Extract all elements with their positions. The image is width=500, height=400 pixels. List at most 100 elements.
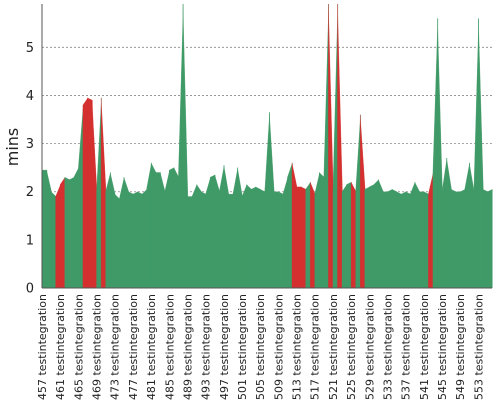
area-segment-success xyxy=(146,162,152,289)
x-tick-label: #457 testintegration xyxy=(36,294,49,400)
x-tick-label: #553 testintegration xyxy=(472,294,485,400)
area-segment-failure xyxy=(360,114,366,289)
area-segment-failure xyxy=(60,176,66,289)
area-segment-success xyxy=(228,193,234,289)
area-segment-success xyxy=(178,3,184,289)
x-tick-label: #477 testintegration xyxy=(127,294,140,400)
duration-area xyxy=(41,3,493,289)
x-tick-label: #501 testintegration xyxy=(236,294,249,400)
x-tick-label: #485 testintegration xyxy=(163,294,176,400)
area-segment-failure xyxy=(82,97,89,289)
y-tick-label: 4 xyxy=(26,89,34,104)
area-segment-success xyxy=(414,182,420,289)
area-segment-success xyxy=(155,172,161,289)
area-segment-success xyxy=(278,191,284,289)
area-segment-failure xyxy=(328,3,334,289)
area-segment-success xyxy=(123,177,129,289)
area-segment-success xyxy=(114,193,120,289)
area-segment-success xyxy=(464,162,470,289)
area-segment-success xyxy=(128,191,134,289)
area-segment-success xyxy=(110,172,116,289)
area-segment-success xyxy=(487,189,493,289)
x-tick-label: #505 testintegration xyxy=(254,294,267,400)
area-segment-success xyxy=(400,191,407,289)
area-segment-failure xyxy=(428,172,434,289)
area-segment-success xyxy=(150,162,157,289)
area-segment-success xyxy=(191,184,198,289)
area-segment-success xyxy=(237,167,243,289)
area-segment-success xyxy=(246,184,252,289)
area-segment-success xyxy=(419,191,425,289)
area-segment-success xyxy=(469,162,475,289)
area-segment-success xyxy=(187,196,193,289)
y-tick-label: 3 xyxy=(26,137,34,152)
x-tick-label: #517 testintegration xyxy=(309,294,322,400)
area-segment-success xyxy=(232,167,239,289)
x-tick-label: #465 testintegration xyxy=(72,294,85,400)
area-segment-success xyxy=(432,18,439,289)
area-segment-success xyxy=(450,189,457,289)
area-segment-success xyxy=(287,162,293,289)
area-segment-success xyxy=(355,114,361,289)
area-segment-success xyxy=(382,191,389,289)
area-segment-failure xyxy=(310,182,316,289)
y-tick-label: 0 xyxy=(26,282,34,297)
area-segment-success xyxy=(241,184,248,289)
area-segment-success xyxy=(205,177,211,289)
area-segment-success xyxy=(50,191,57,289)
area-segment-success xyxy=(473,18,479,289)
area-segment-success xyxy=(332,3,339,289)
area-segment-failure xyxy=(350,182,357,289)
area-segment-success xyxy=(323,3,329,289)
area-segment-success xyxy=(441,158,448,289)
y-tick-label: 1 xyxy=(26,233,34,248)
area-segment-success xyxy=(219,165,225,289)
area-segment-success xyxy=(64,177,70,289)
area-segment-success xyxy=(346,181,352,289)
y-axis-title: mins xyxy=(3,128,22,167)
y-tick-label: 2 xyxy=(26,185,34,200)
x-tick-label: #541 testintegration xyxy=(418,294,431,400)
area-segment-success xyxy=(446,158,452,289)
area-segment-success xyxy=(160,172,166,289)
area-segment-success xyxy=(41,169,48,289)
x-tick-label: #529 testintegration xyxy=(363,294,376,400)
area-segment-success xyxy=(378,179,384,289)
area-segment-success xyxy=(132,191,139,289)
x-tick-label: #489 testintegration xyxy=(181,294,194,400)
area-segment-failure xyxy=(100,97,107,289)
area-segment-success xyxy=(250,186,257,289)
area-segment-success xyxy=(391,189,398,289)
area-segment-success xyxy=(96,97,102,289)
area-segment-failure xyxy=(91,100,98,289)
area-segment-failure xyxy=(291,162,298,289)
area-segment-success xyxy=(173,167,179,289)
area-segment-success xyxy=(341,184,348,289)
axes xyxy=(41,4,492,289)
area-segment-success xyxy=(78,105,84,289)
area-segment-success xyxy=(196,184,202,289)
area-segment-success xyxy=(482,189,489,289)
area-segment-success xyxy=(137,191,143,289)
area-segment-success xyxy=(455,191,461,289)
area-segment-failure xyxy=(296,186,302,289)
area-segment-success xyxy=(141,188,148,289)
area-segment-failure xyxy=(87,97,93,289)
area-segment-success xyxy=(282,177,289,289)
area-segment-success xyxy=(214,174,220,289)
area-segment-success xyxy=(319,172,325,289)
x-tick-label: #513 testintegration xyxy=(291,294,304,400)
area-segment-success xyxy=(364,186,370,289)
area-segment-success xyxy=(200,191,207,289)
y-tick-label: 5 xyxy=(26,41,34,56)
area-segment-success xyxy=(164,170,170,289)
area-segment-success xyxy=(460,189,466,289)
area-segment-success xyxy=(373,179,379,289)
x-tick-label: #533 testintegration xyxy=(381,294,394,400)
area-segment-success xyxy=(387,189,393,289)
area-segment-success xyxy=(410,182,416,289)
area-segment-success xyxy=(210,174,216,289)
x-tick-label: #509 testintegration xyxy=(272,294,285,400)
area-segment-success xyxy=(46,170,52,289)
area-segment-failure xyxy=(55,184,61,289)
